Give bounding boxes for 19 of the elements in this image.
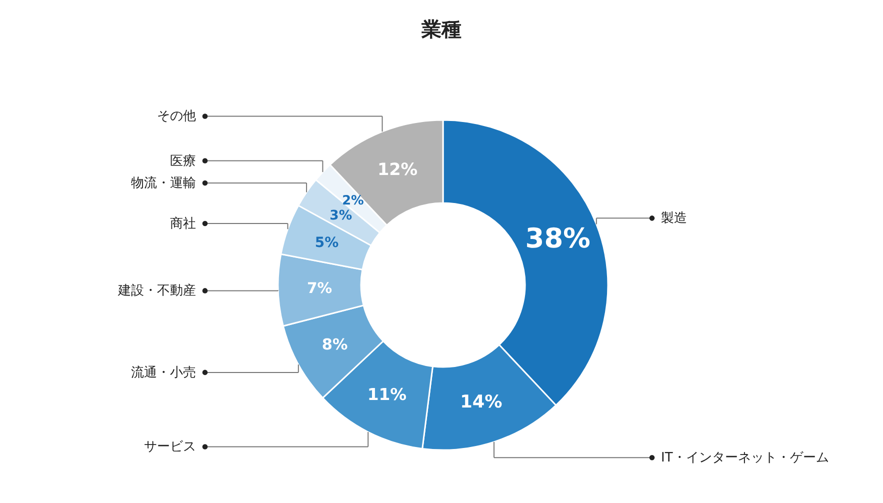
chart-title: 業種 (420, 17, 462, 41)
slice-label: 医療 (170, 154, 196, 169)
slice-label: サービス (144, 440, 196, 455)
data-label: 3% (330, 208, 352, 224)
data-label: 2% (342, 193, 364, 208)
slice-label: 商社 (170, 216, 196, 232)
data-label: 14% (460, 392, 503, 412)
data-label: 38% (525, 224, 590, 255)
slice-label: その他 (157, 109, 196, 124)
slice-label: 流通・小売 (131, 364, 196, 380)
data-label: 12% (377, 159, 418, 180)
data-label: 8% (322, 335, 348, 354)
slice-label: 建設・不動産 (117, 282, 196, 299)
slice-label: 物流・運輸 (131, 174, 196, 191)
slice-label: 製造 (661, 211, 687, 226)
data-label: 11% (367, 385, 407, 404)
data-label: 7% (307, 280, 332, 297)
slice-label: IT・インターネット・ゲーム (661, 450, 829, 466)
data-label: 5% (314, 235, 339, 252)
